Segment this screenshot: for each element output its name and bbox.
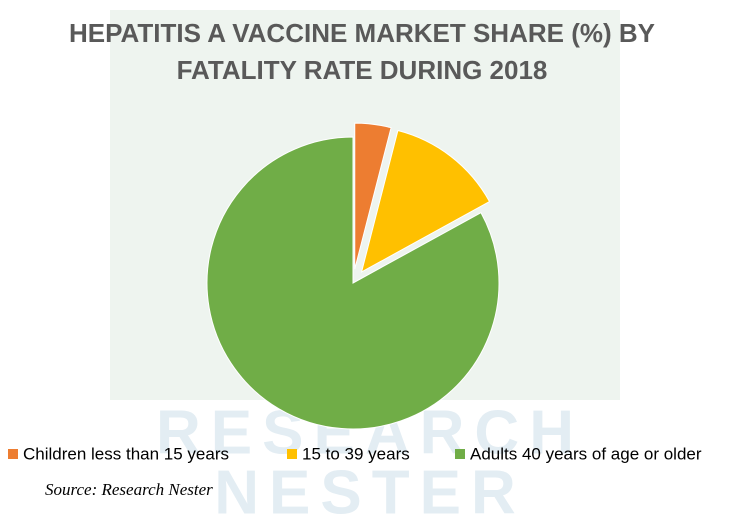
pie-slice (206, 136, 500, 430)
legend-label: Adults 40 years of age or older (470, 444, 702, 463)
legend-swatch (455, 449, 465, 459)
watermark: NESTER (214, 458, 525, 525)
pie-slice (360, 129, 491, 273)
source: Source: Research Nester (45, 480, 213, 499)
legend-label: Children less than 15 years (23, 444, 229, 463)
chart-title: HEPATITIS A VACCINE MARKET SHARE (%) BY (69, 18, 655, 48)
legend-label: 15 to 39 years (302, 444, 410, 463)
legend-swatch (287, 449, 297, 459)
pie-slice (354, 122, 392, 270)
chart-title: FATALITY RATE DURING 2018 (177, 55, 548, 85)
legend-swatch (8, 449, 18, 459)
